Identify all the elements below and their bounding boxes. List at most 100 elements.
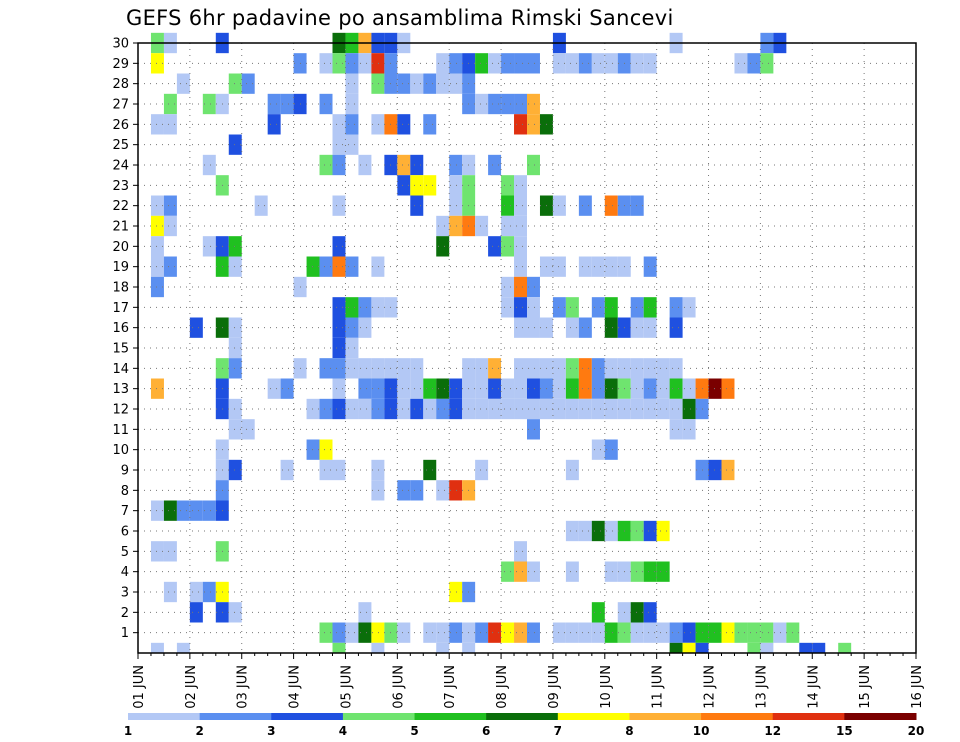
heatmap-cell-46 xyxy=(397,73,411,94)
heatmap-cell-162 xyxy=(552,297,566,318)
heatmap-cell-314 xyxy=(176,500,190,521)
heatmap-cell-290 xyxy=(319,439,333,460)
x-tick-label-6: 07 JUN xyxy=(443,665,458,709)
heatmap-cell-99 xyxy=(514,175,527,196)
heatmap-cell-59 xyxy=(345,93,359,115)
heatmap-cell-108 xyxy=(514,195,527,216)
heatmap-cell-246 xyxy=(682,378,696,399)
heatmap-cell-388 xyxy=(150,642,164,653)
heatmap-cell-194 xyxy=(345,358,359,379)
colorbar-label-9: 12 xyxy=(764,724,781,738)
heatmap-cell-256 xyxy=(358,398,372,420)
colorbar-label-7: 8 xyxy=(625,724,633,738)
heatmap-cell-308 xyxy=(410,480,424,501)
heatmap-cell-135 xyxy=(228,256,242,277)
heatmap-cell-98 xyxy=(501,175,515,196)
heatmap-cell-47 xyxy=(410,73,424,94)
heatmap-cell-187 xyxy=(332,337,346,359)
heatmap-cell-78 xyxy=(228,134,242,155)
heatmap-cell-218 xyxy=(267,378,281,399)
heatmap-cell-252 xyxy=(306,398,320,420)
x-tick-label-3: 04 JUN xyxy=(288,665,303,709)
heatmap-cell-201 xyxy=(475,358,489,379)
heatmap-cell-64 xyxy=(514,93,527,115)
colorbar-swatch-6 xyxy=(557,713,630,720)
heatmap-cell-359 xyxy=(397,622,411,643)
heatmap-cell-306 xyxy=(371,480,385,501)
heatmap-cell-289 xyxy=(306,439,320,460)
heatmap-cell-173 xyxy=(332,317,346,338)
heatmap-cell-321 xyxy=(604,520,618,542)
grid-lines xyxy=(137,42,917,653)
heatmap-cell-35 xyxy=(630,53,644,74)
y-tick-label-3: 3 xyxy=(121,586,129,601)
y-tick-label-26: 26 xyxy=(112,118,129,133)
heatmap-cell-334 xyxy=(604,561,618,582)
heatmap-cell-249 xyxy=(721,378,735,399)
y-tick-label-7: 7 xyxy=(121,504,129,519)
heatmap-cell-285 xyxy=(527,419,540,440)
heatmap-cell-294 xyxy=(228,459,242,481)
heatmap-cell-220 xyxy=(332,378,346,399)
heatmap-cell-91 xyxy=(527,154,540,176)
heatmap-cell-343 xyxy=(449,581,463,603)
heatmap-cell-370 xyxy=(565,622,579,643)
heatmap-cell-326 xyxy=(150,541,164,562)
heatmap-cell-295 xyxy=(280,459,294,481)
heatmap-cell-219 xyxy=(280,378,294,399)
heatmap-cell-332 xyxy=(527,561,540,582)
heatmap-cell-372 xyxy=(591,622,605,643)
heatmap-cell-345 xyxy=(189,602,203,623)
heatmap-cell-271 xyxy=(552,398,566,420)
colorbar-swatch-10 xyxy=(844,713,917,720)
heatmap-cell-155 xyxy=(345,297,359,318)
y-tick-label-29: 29 xyxy=(112,57,129,72)
heatmap-cell-70 xyxy=(345,114,359,135)
heatmap-cell-94 xyxy=(410,175,424,196)
heatmap-cell-166 xyxy=(630,297,644,318)
heatmap-cell-362 xyxy=(449,622,463,643)
heatmap-cell-111 xyxy=(578,195,592,216)
heatmap-cell-389 xyxy=(176,642,190,653)
heatmap-cell-298 xyxy=(371,459,385,481)
heatmap-cell-112 xyxy=(604,195,618,216)
heatmap-cell-75 xyxy=(514,114,527,135)
heatmap-cell-381 xyxy=(708,622,722,643)
heatmap-cell-44 xyxy=(371,73,385,94)
heatmap-cell-95 xyxy=(423,175,437,196)
heatmap-cell-28 xyxy=(527,53,540,74)
plot-frame xyxy=(137,42,917,654)
y-tick-label-30: 30 xyxy=(112,37,129,52)
heatmap-cell-292 xyxy=(604,439,618,460)
heatmap-cell-237 xyxy=(565,378,579,399)
heatmap-cell-263 xyxy=(449,398,463,420)
heatmap-cell-207 xyxy=(565,358,579,379)
colorbar-swatch-0 xyxy=(128,713,201,720)
colorbar-swatch-3 xyxy=(342,713,416,720)
heatmap-cell-238 xyxy=(578,378,592,399)
heatmap-cell-351 xyxy=(630,602,644,623)
heatmap-cell-101 xyxy=(163,195,177,216)
heatmap-cell-401 xyxy=(838,642,852,653)
heatmap-cell-21 xyxy=(436,53,450,74)
heatmap-cell-16 xyxy=(332,53,346,74)
colorbar-label-2: 3 xyxy=(267,724,275,738)
colorbar-labels: 1 2 3 4 5 6 7 8 10 12 15 20 xyxy=(124,724,925,738)
heatmap-cell-169 xyxy=(682,297,696,318)
heatmap-cell-50 xyxy=(449,73,463,94)
heatmap-cell-136 xyxy=(306,256,320,277)
heatmap-cell-390 xyxy=(332,642,346,653)
heatmap-cell-259 xyxy=(397,398,411,420)
heatmap-cell-378 xyxy=(669,622,683,643)
heatmap-cell-272 xyxy=(565,398,579,420)
colorbar-label-8: 10 xyxy=(693,724,710,738)
heatmap-cell-30 xyxy=(565,53,579,74)
heatmap-cell-277 xyxy=(630,398,644,420)
heatmap-cell-382 xyxy=(721,622,735,643)
heatmap-cell-323 xyxy=(630,520,644,542)
y-tick-label-18: 18 xyxy=(112,281,129,296)
colorbar-label-1: 2 xyxy=(195,724,203,738)
colorbar-swatches xyxy=(128,713,917,720)
heatmap-cell-129 xyxy=(488,236,502,257)
heatmap-cell-339 xyxy=(163,581,177,603)
